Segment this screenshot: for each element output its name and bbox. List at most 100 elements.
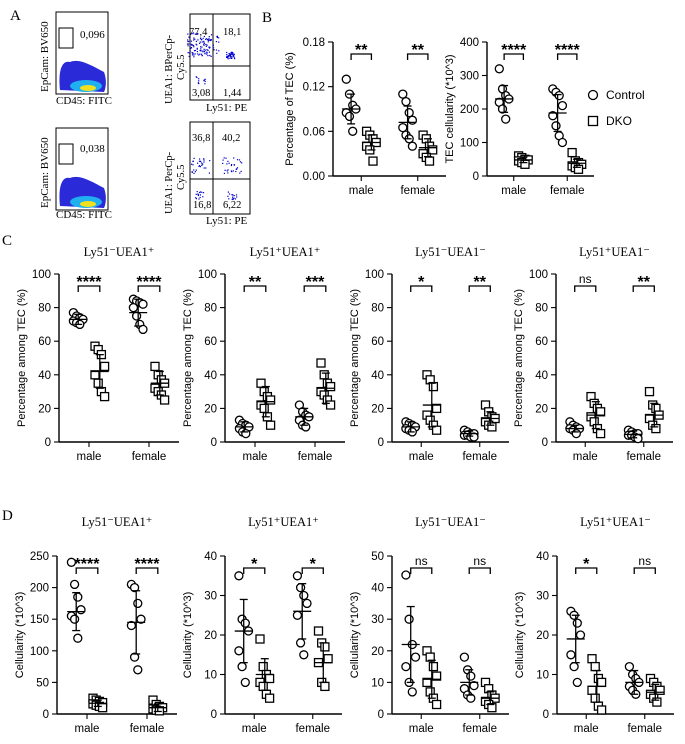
chart-d4: 0 10 20 30 40 Cellularity (*10^3) Ly51⁺UEA1⁻ ma… (514, 515, 674, 735)
flow-event-dot (206, 52, 208, 54)
flow-event-dot (227, 169, 229, 171)
dko-point (651, 423, 661, 434)
flow-event-dot (198, 165, 201, 167)
chart-title: Ly51⁺UEA1⁻ (580, 515, 651, 529)
flow-event-dot (199, 166, 201, 168)
chart-title: Ly51⁺UEA1⁺ (250, 245, 321, 259)
flow-event-dot (191, 44, 193, 46)
dko-point (150, 361, 160, 372)
flow-event-dot (200, 46, 202, 48)
chart-c1: 0 20 40 60 80 100 Percentage among TEC (%) Ly51… (16, 245, 179, 463)
legend-control-label: Control (606, 88, 645, 102)
dko-point (431, 671, 442, 681)
control-point (554, 90, 564, 101)
flow-event-dot (208, 36, 210, 38)
dko-point (587, 654, 597, 664)
flow-event-dot (198, 165, 200, 167)
dko-point (424, 156, 435, 166)
quadrant-ul: 36,8 (192, 133, 210, 144)
flow-event-dot (199, 53, 201, 55)
flow-event-dot (202, 50, 204, 52)
y-tick-label: 60 (371, 336, 384, 348)
control-point (404, 108, 414, 118)
quadrant-xlabel: Ly51: PE (206, 215, 248, 227)
dko-point (259, 403, 269, 414)
chart-title: Ly51⁺UEA1⁺ (248, 515, 319, 529)
flow-event-dot (228, 193, 231, 195)
quadrant-xlabel: Ly51: PE (206, 102, 248, 114)
flow-event-dot (192, 52, 194, 54)
control-point (240, 677, 250, 688)
x-tick-label: male (574, 723, 599, 735)
dko-point (431, 699, 442, 710)
flow-event-dot (200, 37, 202, 39)
flow-event-dot (195, 197, 197, 199)
chart-d3: 0 10 20 30 40 50 Cellularity (*10^3) Ly51⁻UEA1⁻… (349, 515, 509, 735)
chart-c3: 0 20 40 60 80 100 Percentage among TEC (%) Ly51… (349, 245, 509, 463)
x-tick-label: female (298, 451, 333, 463)
flow-event-dot (235, 194, 238, 196)
control-point (557, 100, 568, 111)
flow-event-dot (231, 54, 233, 56)
flow-event-dot (234, 58, 236, 60)
y-tick-label: 60 (204, 336, 217, 348)
dko-point (154, 706, 165, 716)
x-tick-label: female (132, 451, 167, 463)
control-point (624, 661, 635, 672)
quadrant-ul: 77,4 (189, 27, 208, 38)
dko-point (595, 428, 606, 439)
flow-event-dot (192, 160, 194, 162)
flow-event-dot (202, 163, 204, 165)
control-point (136, 614, 146, 624)
control-point (241, 428, 251, 439)
flow-event-dot (228, 162, 230, 164)
control-point (575, 630, 586, 640)
significance-label: *** (306, 274, 325, 291)
dko-point (159, 395, 170, 405)
flow-event-dot (193, 37, 195, 39)
flow-event-dot (187, 45, 189, 47)
flow-event-dot (199, 49, 201, 52)
x-tick-label: female (626, 451, 661, 463)
flow-event-dot (190, 47, 193, 49)
y-axis-label: Percentage among TEC (%) (513, 289, 525, 427)
flow-event-dot (238, 159, 241, 161)
flow-event-dot (193, 54, 195, 56)
y-axis-label: Cellularity (*10^3) (182, 592, 194, 678)
flow-event-dot (196, 47, 198, 49)
significance-bracket (75, 567, 99, 574)
significance-bracket (137, 285, 161, 292)
chart-b2: 0 100 200 300 400 TEC cellularity (*10^3) male… (444, 37, 594, 197)
dko-point (652, 697, 662, 707)
flow-event-dot (226, 163, 228, 165)
flow-event-dot (241, 162, 243, 164)
x-tick-label: female (400, 185, 435, 197)
flow-event-dot (236, 159, 239, 161)
flow-event-dot (239, 172, 241, 174)
flow-event-dot (227, 172, 229, 174)
flow-event-dot (195, 43, 197, 45)
flow-event-dot (209, 39, 211, 42)
flow-event-dot (231, 51, 233, 54)
significance-bracket (503, 53, 525, 60)
control-point (633, 433, 643, 444)
flow-event-dot (199, 191, 202, 193)
control-point (571, 428, 581, 439)
flow-event-dot (216, 36, 219, 39)
flow-event-dot (231, 54, 234, 56)
control-point (128, 302, 139, 313)
flow-event-dot (193, 172, 195, 174)
quadrant-lr: 6,22 (223, 200, 241, 211)
significance-bracket (468, 567, 491, 574)
y-tick-label: 0 (473, 171, 479, 183)
significance-label: **** (75, 556, 101, 573)
control-point (240, 618, 250, 628)
flow-event-dot (197, 53, 199, 55)
flow-event-dot (203, 42, 205, 44)
panel-label-a: A (10, 8, 21, 24)
control-point (401, 570, 411, 580)
flow-density-peak (80, 85, 96, 91)
y-tick-label: 0.18 (303, 37, 325, 49)
significance-bracket (243, 285, 267, 292)
flow-event-dot (194, 33, 196, 35)
